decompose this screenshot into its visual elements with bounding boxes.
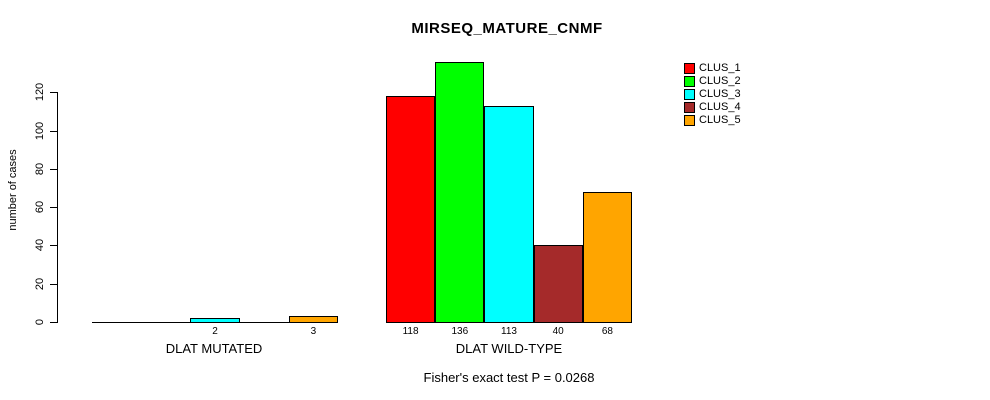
bar-value-label: 113 (501, 326, 517, 337)
legend-label-clus_2: CLUS_2 (699, 75, 741, 87)
legend-row: CLUS_3 (684, 88, 741, 101)
bar-clus_5-group1 (288, 316, 338, 323)
fisher-test-caption: Fisher's exact test P = 0.0268 (423, 370, 595, 385)
y-tick-mark (50, 322, 57, 323)
y-tick-mark (50, 207, 57, 208)
bar-value-label: 40 (552, 326, 564, 337)
legend-swatch-clus_4 (684, 102, 695, 113)
bar-clus_5-group2 (582, 192, 632, 323)
legend-swatch-clus_5 (684, 115, 695, 126)
legend-swatch-clus_3 (684, 89, 695, 100)
y-tick-label: 20 (34, 277, 46, 291)
legend-swatch-clus_2 (684, 76, 695, 87)
y-axis-line (57, 92, 58, 323)
bar-clus_3-group1 (190, 318, 240, 323)
legend-row: CLUS_2 (684, 75, 741, 88)
legend-row: CLUS_4 (684, 101, 741, 114)
y-tick-mark (50, 284, 57, 285)
legend-row: CLUS_5 (684, 114, 741, 127)
y-tick-mark (50, 245, 57, 246)
y-tick-label: 120 (34, 82, 46, 102)
bar-clus_4-group2 (533, 245, 583, 323)
group-label-dlat-mutated: DLAT MUTATED (165, 341, 263, 356)
legend-label-clus_4: CLUS_4 (699, 101, 741, 113)
y-tick-label: 0 (34, 318, 46, 326)
y-tick-label: 80 (34, 162, 46, 176)
y-tick-mark (50, 92, 57, 93)
legend-label-clus_5: CLUS_5 (699, 114, 741, 126)
legend-label-clus_3: CLUS_3 (699, 88, 741, 100)
bar-value-label: 136 (451, 326, 469, 337)
y-axis-label: number of cases (7, 149, 19, 231)
y-tick-mark (50, 131, 57, 132)
legend-swatch-clus_1 (684, 63, 695, 74)
legend-label-clus_1: CLUS_1 (699, 62, 741, 74)
bar-clus_1-group2 (386, 96, 436, 323)
bar-value-label: 3 (310, 326, 317, 337)
y-tick-mark (50, 169, 57, 170)
group-label-dlat-wild-type: DLAT WILD-TYPE (455, 341, 563, 356)
bar-value-label: 2 (212, 326, 218, 337)
legend: CLUS_1 CLUS_2 CLUS_3 CLUS_4 CLUS_5 (684, 62, 741, 127)
bar-value-label: 118 (402, 326, 419, 337)
bar-clus_3-group2 (484, 106, 534, 323)
y-tick-label: 40 (34, 238, 46, 252)
legend-row: CLUS_1 (684, 62, 741, 75)
chart-title: MIRSEQ_MATURE_CNMF (411, 20, 603, 37)
y-tick-label: 100 (34, 121, 46, 141)
y-tick-label: 60 (34, 200, 46, 214)
bar-clus_2-group2 (435, 62, 485, 323)
bar-value-label: 68 (601, 326, 613, 337)
